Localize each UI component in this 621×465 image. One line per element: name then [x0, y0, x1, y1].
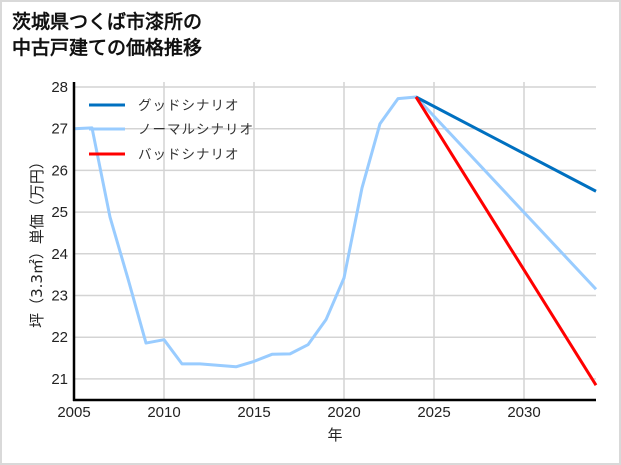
- y-tick-label: 24: [51, 246, 68, 263]
- x-tick-label: 2025: [417, 404, 450, 421]
- y-tick-label: 21: [51, 371, 68, 388]
- y-axis-label: 坪（3.3㎡）単価（万円）: [28, 154, 46, 328]
- y-tick-label: 26: [51, 162, 68, 179]
- chart-title: 茨城県つくば市漆所の 中古戸建ての価格推移: [12, 9, 202, 61]
- x-tick-label: 2030: [507, 404, 540, 421]
- legend-label: ノーマルシナリオ: [138, 122, 254, 138]
- tick-labels: 21 22 23 24 25 26 27 28 2005 2010 2015 2020 2025 2030: [51, 79, 540, 421]
- series-line: [73, 95, 598, 369]
- x-tick-label: 2005: [57, 404, 90, 421]
- axes: [72, 82, 596, 402]
- y-tick-label: 28: [51, 79, 68, 96]
- data-series: [73, 95, 598, 386]
- title-line-2: 中古戸建ての価格推移: [12, 37, 203, 59]
- series-line: [415, 95, 597, 193]
- y-tick-label: 27: [51, 121, 68, 138]
- legend-label: バッドシナリオ: [138, 147, 240, 163]
- x-tick-label: 2020: [327, 404, 360, 421]
- x-axis-label: 年: [327, 426, 342, 444]
- series-line: [414, 96, 598, 386]
- y-tick-label: 23: [51, 288, 68, 305]
- title-line-1: 茨城県つくば市漆所の: [12, 11, 203, 33]
- x-tick-label: 2010: [147, 404, 180, 421]
- y-tick-label: 22: [51, 329, 68, 346]
- legend-label: グッドシナリオ: [138, 98, 240, 114]
- x-tick-label: 2015: [237, 404, 270, 421]
- y-tick-label: 25: [51, 204, 68, 221]
